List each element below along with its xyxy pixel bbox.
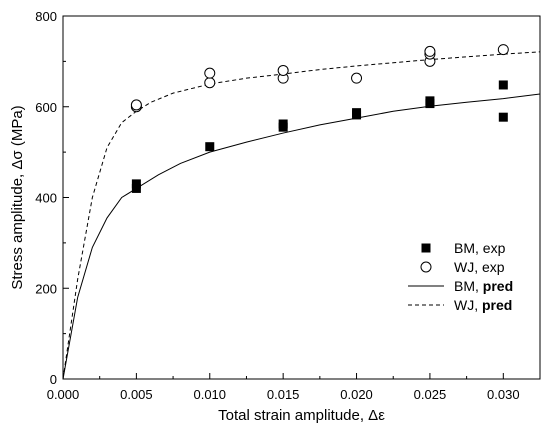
- prediction-lines: [62, 51, 541, 380]
- y-tick-label: 600: [35, 100, 57, 115]
- point-bm-exp: [205, 142, 215, 152]
- legend-label-wj-pred: WJ, pred: [454, 297, 512, 313]
- plot-frame: [62, 15, 541, 380]
- x-axis: 0.000 0.005 0.010 0.015 0.020 0.025 0.030: [47, 373, 520, 402]
- point-wj-exp: [497, 44, 509, 56]
- point-bm-exp: [498, 80, 508, 90]
- point-bm-exp: [352, 108, 362, 118]
- point-wj-exp: [351, 72, 363, 84]
- point-wj-exp: [204, 77, 216, 89]
- chart-area: 0.000 0.005 0.010 0.015 0.020 0.025 0.030 0 200…: [9, 9, 541, 424]
- x-axis-label: Total strain amplitude, Δε: [218, 407, 385, 424]
- point-wj-exp: [424, 45, 436, 57]
- y-tick-label: 400: [35, 191, 57, 206]
- line-wj-pred: [62, 51, 541, 380]
- point-bm-exp: [131, 179, 141, 189]
- y-tick-label: 0: [50, 372, 57, 387]
- x-tick-label: 0.020: [340, 387, 373, 402]
- legend-marker-bm-exp: [421, 243, 431, 253]
- point-wj-exp: [130, 99, 142, 111]
- legend-label-bm-exp: BM, exp: [454, 240, 506, 256]
- x-tick-label: 0.005: [120, 387, 153, 402]
- y-tick-label: 800: [35, 9, 57, 24]
- point-bm-exp: [131, 183, 141, 193]
- x-tick-label: 0.000: [47, 387, 80, 402]
- experimental-points: [130, 44, 509, 193]
- legend-marker-wj-exp: [420, 261, 432, 273]
- x-tick-label: 0.030: [487, 387, 520, 402]
- point-bm-exp: [278, 119, 288, 129]
- x-tick-label: 0.015: [267, 387, 300, 402]
- line-bm-pred: [62, 93, 541, 380]
- point-bm-exp: [498, 112, 508, 122]
- y-axis-label: Stress amplitude, Δσ (MPa): [9, 105, 26, 289]
- point-wj-exp: [204, 67, 216, 79]
- legend: BM, exp WJ, exp BM, pred WJ, pred: [408, 240, 513, 313]
- legend-label-wj-exp: WJ, exp: [454, 259, 505, 275]
- x-tick-label: 0.010: [193, 387, 226, 402]
- legend-label-bm-pred: BM, pred: [454, 278, 513, 294]
- x-tick-label: 0.025: [414, 387, 447, 402]
- point-bm-exp: [425, 96, 435, 106]
- point-wj-exp: [277, 64, 289, 76]
- y-axis: 0 200 400 600 800: [35, 9, 69, 387]
- y-tick-label: 200: [35, 281, 57, 296]
